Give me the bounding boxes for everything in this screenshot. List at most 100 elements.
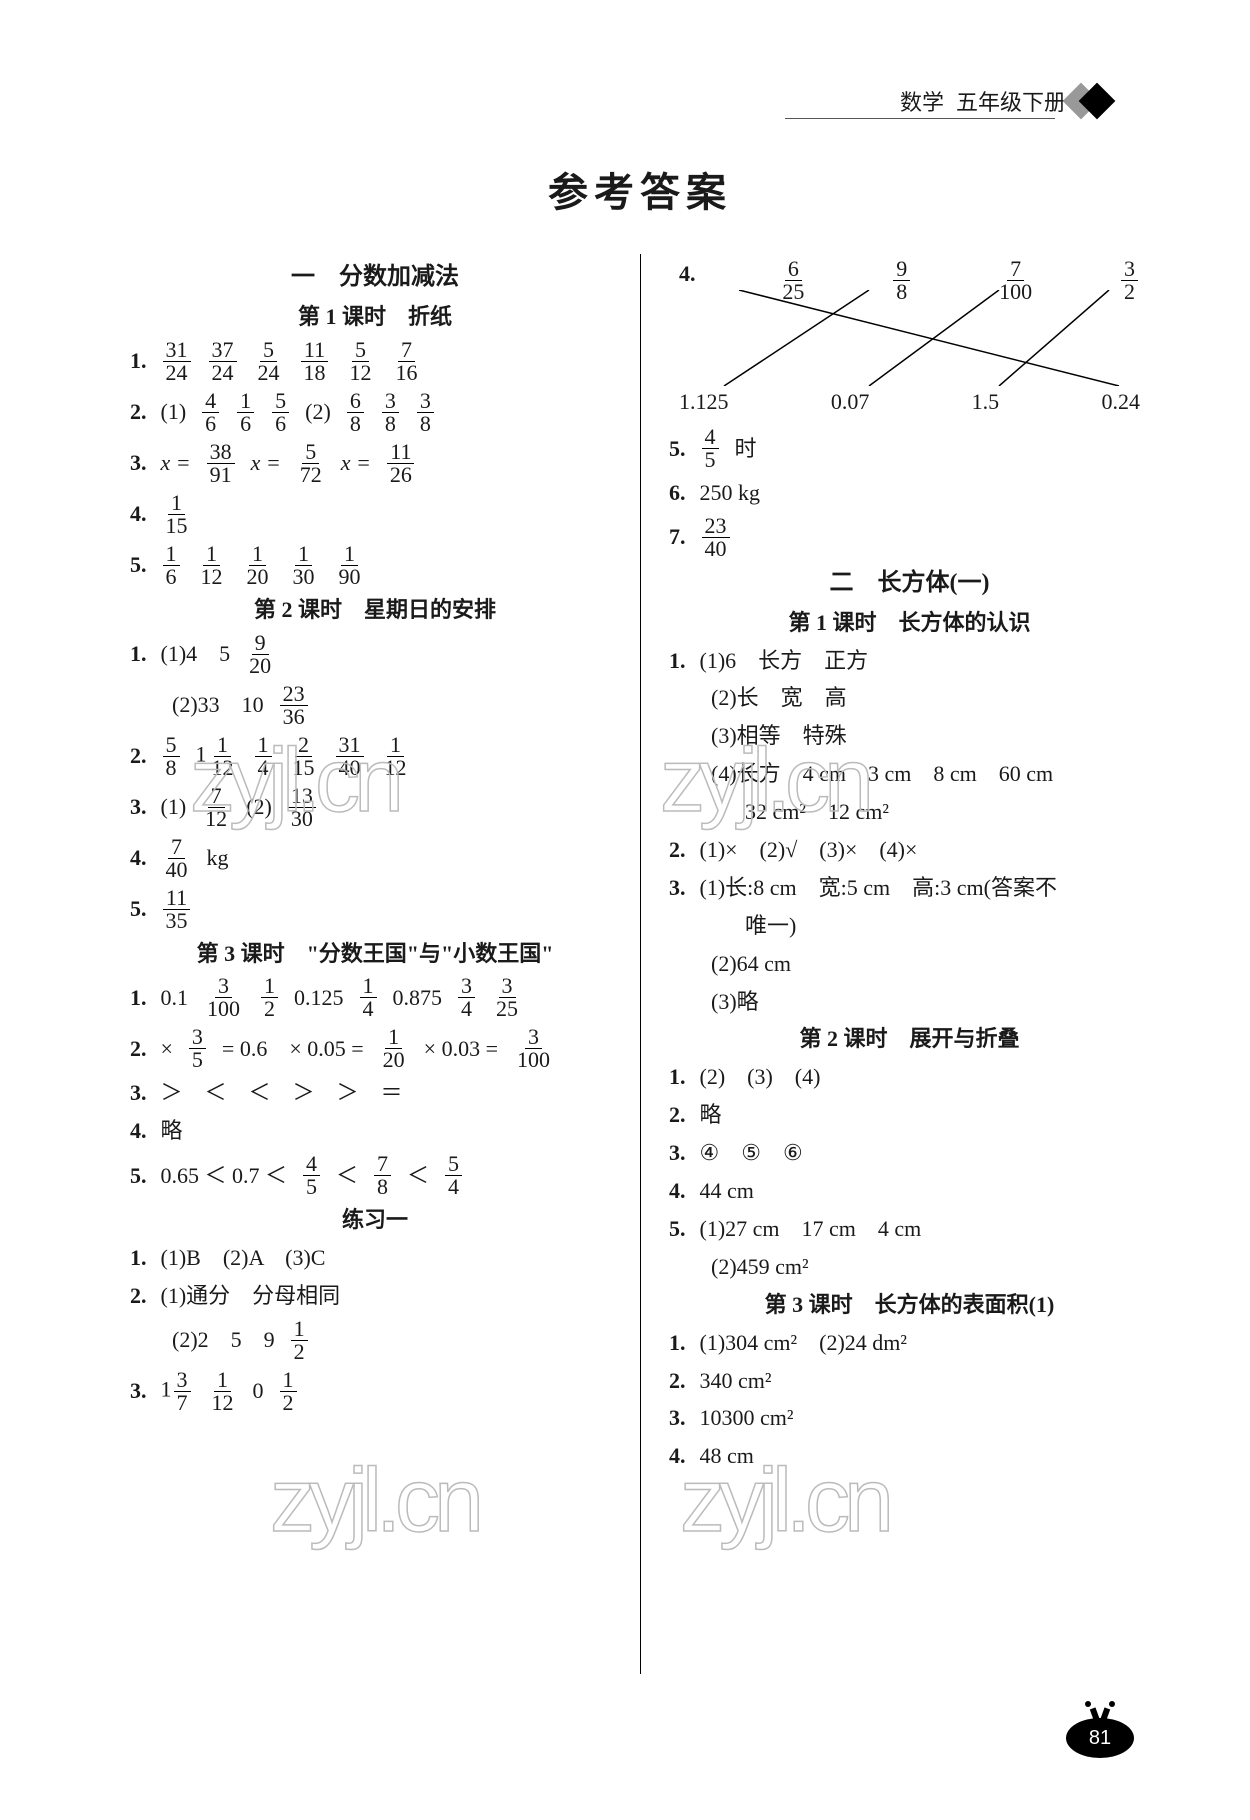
page-header: 数学 五年级下册 — [900, 85, 1110, 117]
answer-line: 2.(1)461656(2)683838 — [130, 390, 620, 435]
answer-line: 5.(1)27 cm 17 cm 4 cm — [669, 1213, 1150, 1245]
fraction: 1135 — [163, 887, 191, 932]
answer-line: (3)相等 特殊 — [669, 720, 1150, 752]
fraction: 115 — [163, 492, 191, 537]
fraction: 130 — [290, 543, 318, 588]
header-grade: 五年级下册 — [956, 85, 1066, 117]
answer-line: (2)33 102336 — [130, 683, 620, 728]
fraction: 16 — [237, 390, 254, 435]
fraction: 3140 — [336, 734, 364, 779]
fraction: 112 — [198, 543, 226, 588]
fraction: 112 — [382, 734, 410, 779]
fraction: 325 — [493, 975, 521, 1020]
fraction: 190 — [336, 543, 364, 588]
fraction: 45 — [702, 426, 719, 471]
answer-line: 1.(1)4 5920 — [130, 632, 620, 677]
page-number-badge: 81 — [1060, 1694, 1140, 1760]
answer-line: 3.137112012 — [130, 1369, 620, 1414]
answer-line: 3.④ ⑤ ⑥ — [669, 1137, 1150, 1169]
fraction: 215 — [290, 734, 318, 779]
fraction: 58 — [163, 734, 180, 779]
answer-line: 3.x =3891x =572x =1126 — [130, 441, 620, 486]
section-title: 一 分数加减法 — [130, 260, 620, 295]
answer-line: 1.(2) (3) (4) — [669, 1061, 1150, 1093]
answer-line: 4.略 — [130, 1115, 620, 1147]
fraction: 45 — [303, 1153, 320, 1198]
fraction: 56 — [272, 390, 289, 435]
lesson-title: 第 3 课时 长方体的表面积(1) — [669, 1289, 1150, 1321]
fraction: 14 — [255, 734, 272, 779]
lesson-title: 练习一 — [130, 1204, 620, 1236]
answer-line: 4.115 — [130, 492, 620, 537]
right-column: 4.62598710032 1.1250.071.50.24 5.45时 6.2… — [640, 254, 1150, 1674]
fraction: 3100 — [514, 1026, 553, 1071]
lesson-title: 第 3 课时 "分数王国"与"小数王国" — [130, 938, 620, 970]
answer-line: 3.(1)长:8 cm 宽:5 cm 高:3 cm(答案不 — [669, 872, 1150, 904]
fraction: 2340 — [702, 515, 730, 560]
matching-diagram: 4.62598710032 1.1250.071.50.24 — [669, 258, 1150, 418]
fraction: 12 — [280, 1369, 297, 1414]
answer-line: 4.740kg — [130, 836, 620, 881]
fraction: 112 — [209, 734, 237, 779]
fraction: 524 — [255, 339, 283, 384]
match-value: 0.07 — [831, 386, 870, 418]
header-ornament — [1078, 88, 1110, 114]
answer-line: 1.(1)B (2)A (3)C — [130, 1242, 620, 1274]
page-number: 81 — [1089, 1727, 1111, 1749]
answer-line: (2)64 cm — [669, 948, 1150, 980]
fraction: 14 — [360, 975, 377, 1020]
answer-line: 5.16112120130190 — [130, 543, 620, 588]
answer-line: 6.250 kg — [669, 477, 1150, 509]
fraction: 3891 — [207, 441, 235, 486]
fraction: 16 — [163, 543, 180, 588]
fraction: 35 — [189, 1026, 206, 1071]
answer-line: (2)459 cm² — [669, 1251, 1150, 1283]
fraction: 112 — [209, 1369, 237, 1414]
fraction: 1126 — [387, 441, 415, 486]
header-underline — [785, 118, 1055, 119]
fraction: 1118 — [301, 339, 329, 384]
answer-line: 5.45时 — [669, 426, 1150, 471]
match-value: 1.125 — [679, 386, 729, 418]
content-columns: 一 分数加减法 第 1 课时 折纸 1.31243724524111851271… — [130, 254, 1150, 1674]
fraction: 3724 — [209, 339, 237, 384]
match-value: 1.5 — [972, 386, 1000, 418]
lesson-title: 第 2 课时 星期日的安排 — [130, 594, 620, 626]
fraction: 38 — [417, 390, 434, 435]
left-column: 一 分数加减法 第 1 课时 折纸 1.31243724524111851271… — [130, 254, 640, 1674]
answer-line: 1.(1)304 cm² (2)24 dm² — [669, 1327, 1150, 1359]
header-subject: 数学 — [900, 85, 944, 117]
fraction: 740 — [163, 836, 191, 881]
answer-line: 唯一) — [669, 910, 1150, 942]
answer-line: 32 cm² 12 cm² — [669, 796, 1150, 828]
answer-line: 1.(1)6 长方 正方 — [669, 645, 1150, 677]
fraction: 3124 — [163, 339, 191, 384]
fraction: 38 — [382, 390, 399, 435]
fraction: 54 — [445, 1153, 462, 1198]
fraction: 120 — [244, 543, 272, 588]
answer-line: 4.44 cm — [669, 1175, 1150, 1207]
fraction: 920 — [246, 632, 274, 677]
answer-line: 2.340 cm² — [669, 1365, 1150, 1397]
fraction: 716 — [393, 339, 421, 384]
lesson-title: 第 1 课时 长方体的认识 — [669, 607, 1150, 639]
fraction: 46 — [202, 390, 219, 435]
answer-line: 3.(1)712(2)1330 — [130, 785, 620, 830]
fraction: 3100 — [204, 975, 243, 1020]
answer-line: (2)长 宽 高 — [669, 682, 1150, 714]
page-title: 参考答案 — [130, 160, 1150, 218]
fraction: 37 — [174, 1369, 191, 1414]
answer-line: (3)略 — [669, 986, 1150, 1018]
section-title: 二 长方体(一) — [669, 566, 1150, 601]
fraction: 712 — [202, 785, 230, 830]
answer-line: 5.1135 — [130, 887, 620, 932]
answer-line: 7.2340 — [669, 515, 1150, 560]
answer-line: 3.＞ ＜ ＜ ＞ ＞ ＝ — [130, 1077, 620, 1109]
answer-line: 5.0.65 ＜ 0.7 ＜45＜78＜54 — [130, 1153, 620, 1198]
fraction: 120 — [380, 1026, 408, 1071]
answer-line: 2.581112142153140112 — [130, 734, 620, 779]
lesson-title: 第 2 课时 展开与折叠 — [669, 1023, 1150, 1055]
answer-line: (4)长方 4 cm 3 cm 8 cm 60 cm — [669, 758, 1150, 790]
fraction: 34 — [458, 975, 475, 1020]
match-lines — [669, 290, 1150, 386]
